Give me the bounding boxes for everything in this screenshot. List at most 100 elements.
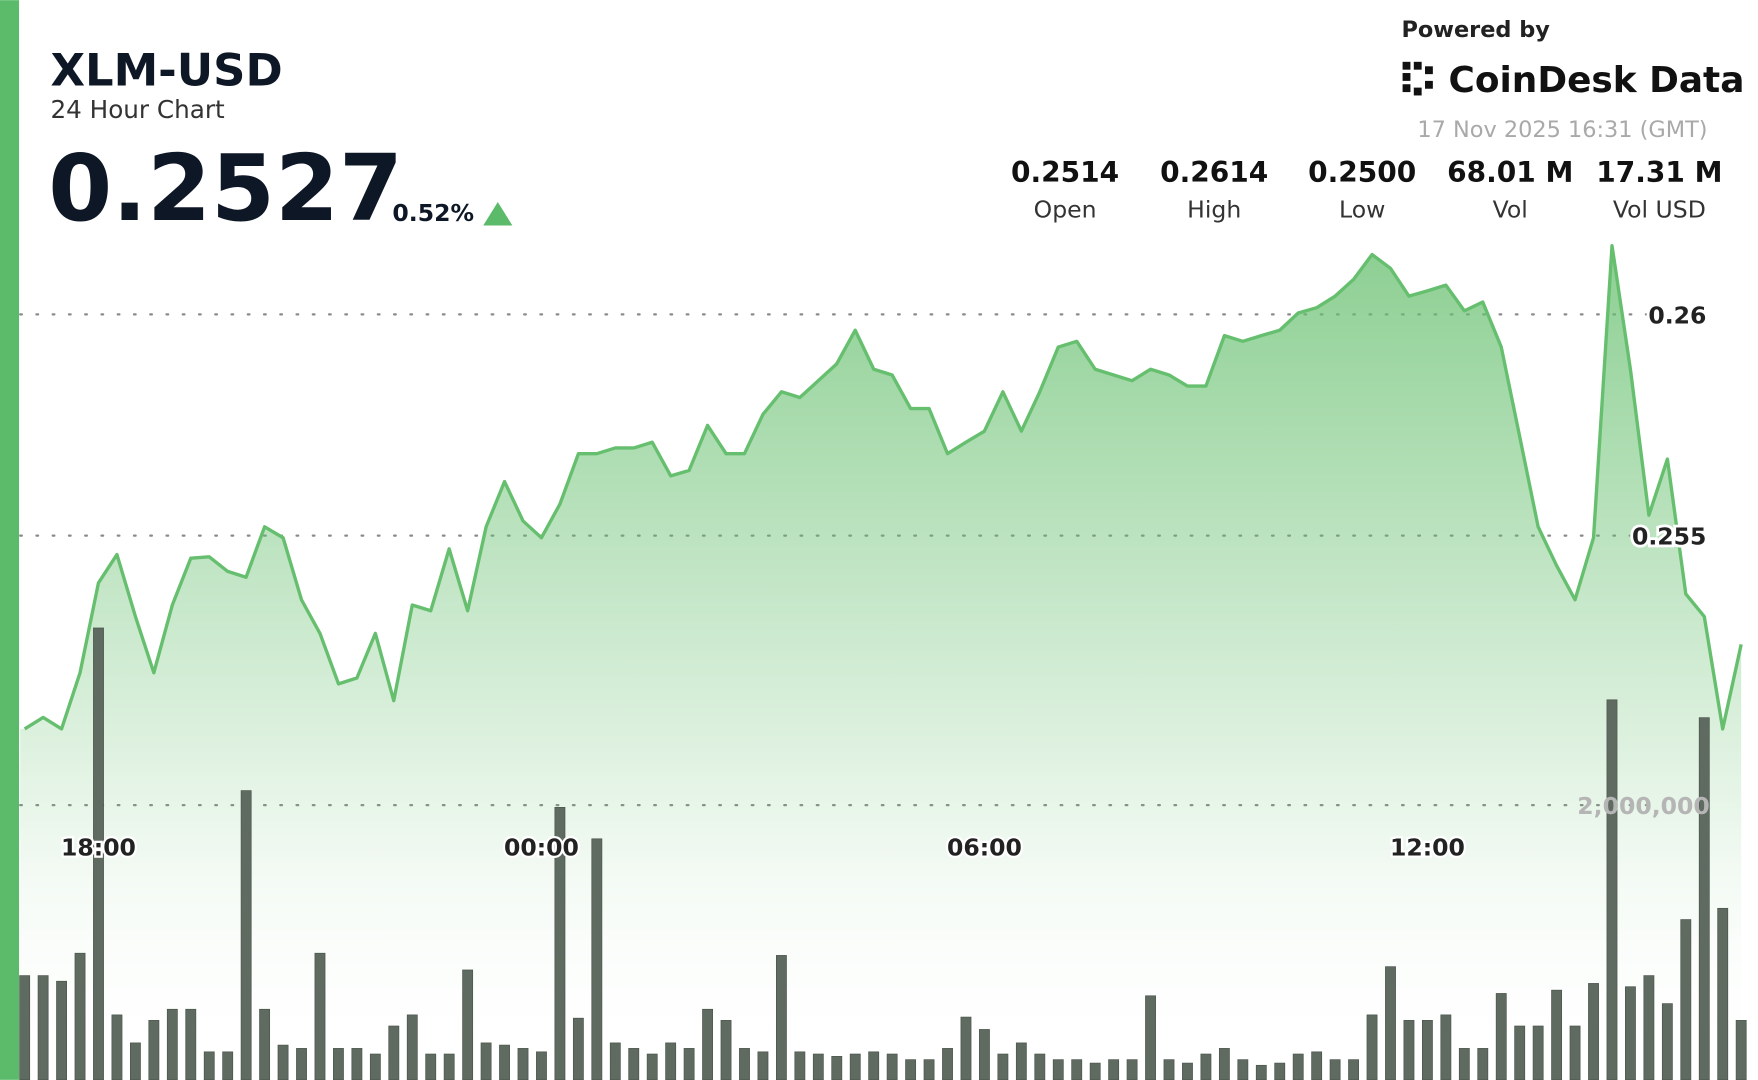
volume-bar (794, 1051, 806, 1080)
volume-bar (739, 1048, 750, 1080)
volume-bar (628, 1048, 640, 1080)
volume-bar (1145, 995, 1156, 1080)
stat-value: 0.2500 (1308, 156, 1416, 189)
volume-bar (369, 1053, 381, 1080)
area-layer (20, 244, 1743, 1080)
volume-bar (812, 1053, 824, 1080)
volume-bar (388, 1025, 400, 1080)
volume-bar (1274, 1062, 1286, 1080)
volume-bar (1588, 983, 1599, 1080)
volume-bar (1458, 1048, 1470, 1080)
brand-logo (1402, 61, 1433, 96)
volume-bar (1514, 1025, 1526, 1080)
volume-bar (314, 952, 326, 1080)
volume-bar (683, 1048, 695, 1080)
volume-bar (1182, 1062, 1193, 1080)
price-line (23, 244, 1743, 731)
volume-bar (1735, 1020, 1747, 1080)
volume-bar (591, 838, 603, 1080)
volume-bar (480, 1042, 492, 1080)
volume-bar (499, 1044, 510, 1080)
volume-bar (443, 1053, 455, 1080)
volume-bar (425, 1053, 437, 1080)
volume-layer (19, 627, 1747, 1080)
volume-bar (406, 1014, 418, 1080)
volume-bar (1421, 1020, 1433, 1080)
volume-bar (56, 980, 67, 1080)
volume-bar (905, 1059, 917, 1080)
ticker-title: XLM-USD (50, 43, 282, 96)
volume-bar (942, 1048, 953, 1080)
y-tick-label: 0.255 (1632, 523, 1706, 551)
volume-bar (720, 1020, 732, 1080)
volume-bar (886, 1053, 898, 1080)
price-change: 0.52% (392, 199, 474, 227)
volume-bar (1440, 1014, 1452, 1080)
volume-bar (1163, 1059, 1175, 1080)
x-tick-label: 12:00 (1390, 834, 1465, 862)
accent-bar (0, 0, 20, 1080)
volume-bar (1477, 1048, 1489, 1080)
brand-name: CoinDesk Data (1449, 60, 1745, 101)
plot-area: 0.255 0.26 2,000,000 18:00 00:00 06:00 12:00 (19, 244, 1747, 1080)
volume-bar (333, 1048, 344, 1080)
volume-bar (1643, 975, 1655, 1080)
stat-label: Low (1339, 196, 1385, 224)
labels: 0.255 0.26 2,000,000 18:00 00:00 06:00 12:00 (59, 298, 1710, 863)
volume-bar (462, 969, 474, 1080)
volume-bar (351, 1048, 363, 1080)
y-tick-label: 0.26 (1648, 301, 1706, 329)
volume-bar (868, 1051, 880, 1080)
volume-bar (1569, 1025, 1581, 1080)
volume-bar (517, 1048, 529, 1080)
volume-bar (259, 1008, 271, 1080)
stat-label: Vol USD (1613, 196, 1706, 224)
volume-bar (1366, 1014, 1378, 1080)
volume-bar (222, 1051, 234, 1080)
volume-bar (1495, 993, 1507, 1080)
volume-bar (997, 1053, 1009, 1080)
volume-bar (1218, 1048, 1230, 1080)
volume-bar (1126, 1059, 1138, 1080)
volume-bar (1089, 1062, 1101, 1080)
price-area (20, 245, 1742, 1080)
volume-bar (240, 790, 252, 1080)
stat-label: High (1187, 196, 1241, 224)
volume-bar (923, 1059, 935, 1080)
volume-bar (960, 1016, 972, 1080)
volume-bar (1385, 966, 1396, 1080)
volume-bar (203, 1051, 215, 1080)
stat-label: Vol (1493, 196, 1528, 224)
volume-bar (775, 955, 787, 1080)
current-price: 0.2527 (48, 135, 403, 242)
volume-bar (1255, 1064, 1267, 1080)
volume-bar (129, 1042, 141, 1080)
volume-bar (185, 1008, 197, 1080)
volume-bar (1292, 1053, 1304, 1080)
volume-bar (1200, 1053, 1212, 1080)
stat-value: 0.2614 (1160, 156, 1268, 189)
volume-bar (757, 1051, 769, 1080)
volume-bar (1532, 1025, 1544, 1080)
volume-bar (572, 1017, 584, 1080)
volume-bar (296, 1048, 307, 1080)
volume-bar (665, 1042, 677, 1080)
volume-bar (1108, 1059, 1120, 1080)
stats-row: 0.2514 Open 0.2614 High 0.2500 Low 68.01 M Vol 1… (1011, 156, 1722, 224)
volume-bar (1661, 1003, 1673, 1080)
volume-bar (1311, 1051, 1323, 1080)
volume-bar (1052, 1059, 1064, 1080)
volume-bar (37, 975, 49, 1080)
volume-bar (1698, 717, 1710, 1080)
volume-bar (1015, 1042, 1027, 1080)
powered-by: Powered by (1401, 17, 1550, 43)
stat-value: 68.01 M (1447, 156, 1573, 189)
stat-value: 17.31 M (1596, 156, 1722, 189)
volume-bar (1071, 1059, 1083, 1080)
volume-bar (702, 1008, 713, 1080)
volume-bar (831, 1056, 843, 1080)
volume-bar (1717, 907, 1729, 1080)
volume-bar (609, 1042, 621, 1080)
volume-bar (849, 1053, 861, 1080)
volume-bar (1625, 986, 1636, 1080)
